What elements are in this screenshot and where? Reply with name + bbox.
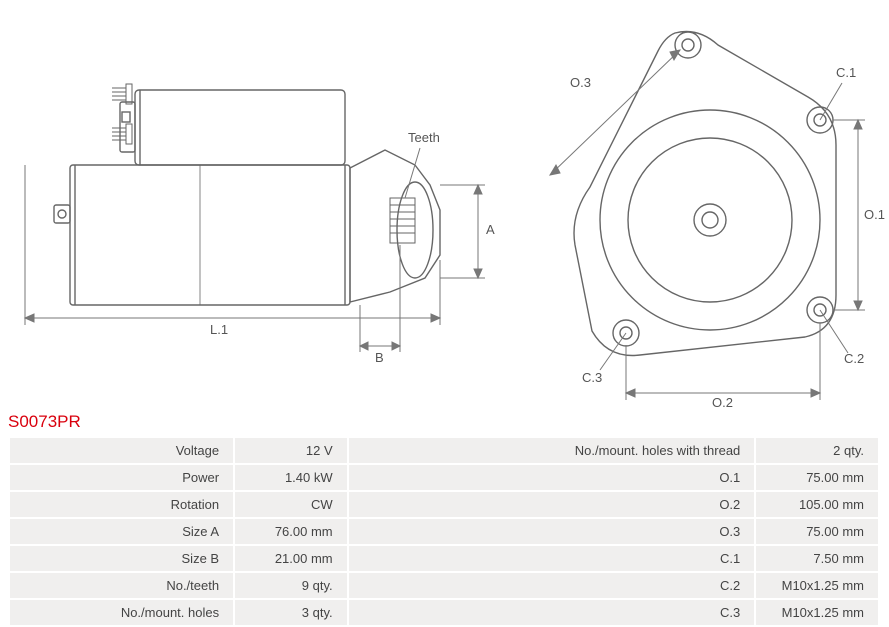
value-r-cell: 75.00 mm — [756, 465, 878, 490]
label-r-cell: C.3 — [349, 600, 755, 625]
value-r-cell: M10x1.25 mm — [756, 573, 878, 598]
dim-C2: C.2 — [844, 351, 864, 366]
label-r-cell: O.1 — [349, 465, 755, 490]
side-view-diagram: L.1 B A Teeth — [20, 30, 500, 390]
dim-A: A — [486, 222, 495, 237]
label-r-cell: O.3 — [349, 519, 755, 544]
value-l-cell: 1.40 kW — [235, 465, 347, 490]
label-r-cell: C.1 — [349, 546, 755, 571]
label-l-cell: Power — [10, 465, 233, 490]
value-r-cell: 105.00 mm — [756, 492, 878, 517]
value-l-cell: 21.00 mm — [235, 546, 347, 571]
table-row: Power1.40 kWO.175.00 mm — [10, 465, 878, 490]
label-r-cell: No./mount. holes with thread — [349, 438, 755, 463]
table-row: Voltage12 VNo./mount. holes with thread2… — [10, 438, 878, 463]
label-l-cell: Voltage — [10, 438, 233, 463]
diagram-area: L.1 B A Teeth — [0, 0, 889, 410]
label-l-cell: Rotation — [10, 492, 233, 517]
value-l-cell: 12 V — [235, 438, 347, 463]
label-l-cell: No./mount. holes — [10, 600, 233, 625]
table-row: Size A76.00 mmO.375.00 mm — [10, 519, 878, 544]
part-code: S0073PR — [8, 412, 889, 432]
value-r-cell: 7.50 mm — [756, 546, 878, 571]
table-row: Size B21.00 mmC.17.50 mm — [10, 546, 878, 571]
dim-C1: C.1 — [836, 65, 856, 80]
value-l-cell: 3 qty. — [235, 600, 347, 625]
value-r-cell: 2 qty. — [756, 438, 878, 463]
value-r-cell: 75.00 mm — [756, 519, 878, 544]
label-r-cell: C.2 — [349, 573, 755, 598]
value-r-cell: M10x1.25 mm — [756, 600, 878, 625]
dim-L1: L.1 — [210, 322, 228, 337]
dim-O2: O.2 — [712, 395, 733, 410]
table-row: RotationCWO.2105.00 mm — [10, 492, 878, 517]
label-l-cell: Size A — [10, 519, 233, 544]
dim-O3: O.3 — [570, 75, 591, 90]
label-r-cell: O.2 — [349, 492, 755, 517]
front-view-diagram: O.3 C.1 O.1 C.2 C.3 O.2 — [530, 15, 880, 405]
dim-Teeth: Teeth — [408, 130, 440, 145]
value-l-cell: CW — [235, 492, 347, 517]
label-l-cell: No./teeth — [10, 573, 233, 598]
table-row: No./teeth9 qty.C.2M10x1.25 mm — [10, 573, 878, 598]
table-row: No./mount. holes3 qty.C.3M10x1.25 mm — [10, 600, 878, 625]
spec-table: Voltage12 VNo./mount. holes with thread2… — [8, 436, 880, 627]
value-l-cell: 9 qty. — [235, 573, 347, 598]
dim-B: B — [375, 350, 384, 365]
dim-O1: O.1 — [864, 207, 885, 222]
dim-C3: C.3 — [582, 370, 602, 385]
label-l-cell: Size B — [10, 546, 233, 571]
value-l-cell: 76.00 mm — [235, 519, 347, 544]
